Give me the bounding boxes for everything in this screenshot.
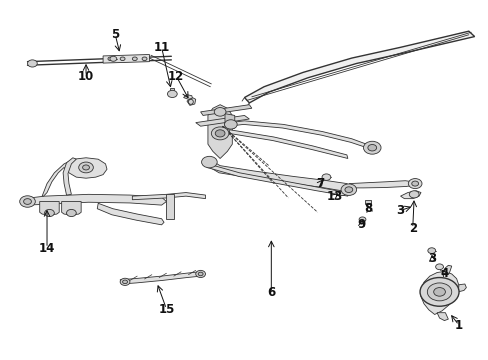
Polygon shape xyxy=(166,194,173,220)
Circle shape xyxy=(20,196,35,207)
Text: 7: 7 xyxy=(315,177,324,190)
Text: 4: 4 xyxy=(439,267,447,280)
Text: 3: 3 xyxy=(427,252,435,265)
Circle shape xyxy=(198,272,203,276)
Text: 9: 9 xyxy=(357,218,365,231)
Polygon shape xyxy=(441,265,451,273)
Polygon shape xyxy=(206,164,347,196)
Circle shape xyxy=(358,217,365,222)
Circle shape xyxy=(23,199,31,204)
Circle shape xyxy=(142,57,147,60)
Text: 10: 10 xyxy=(78,69,94,82)
Text: 2: 2 xyxy=(408,222,416,235)
Circle shape xyxy=(322,174,330,180)
Circle shape xyxy=(167,90,177,98)
Circle shape xyxy=(201,156,217,168)
Polygon shape xyxy=(61,202,81,215)
Circle shape xyxy=(211,127,228,140)
Circle shape xyxy=(120,57,125,60)
Circle shape xyxy=(79,162,93,173)
Polygon shape xyxy=(335,192,343,195)
Circle shape xyxy=(195,270,205,278)
Polygon shape xyxy=(63,158,76,195)
Polygon shape xyxy=(24,194,166,205)
Circle shape xyxy=(363,141,380,154)
Polygon shape xyxy=(457,284,466,292)
Polygon shape xyxy=(428,249,434,253)
Polygon shape xyxy=(183,95,192,99)
Polygon shape xyxy=(348,181,413,188)
Circle shape xyxy=(435,264,443,270)
Polygon shape xyxy=(228,130,347,158)
Text: 8: 8 xyxy=(364,202,372,215)
Text: 14: 14 xyxy=(39,242,55,255)
Circle shape xyxy=(427,248,435,253)
Polygon shape xyxy=(132,193,205,200)
Text: 3: 3 xyxy=(396,204,404,217)
Circle shape xyxy=(110,56,117,61)
Circle shape xyxy=(122,280,127,284)
Polygon shape xyxy=(195,116,249,126)
Polygon shape xyxy=(224,114,234,130)
Polygon shape xyxy=(186,98,195,105)
Text: 11: 11 xyxy=(153,41,169,54)
Polygon shape xyxy=(244,31,474,103)
Circle shape xyxy=(215,130,224,137)
Circle shape xyxy=(66,210,76,217)
Circle shape xyxy=(433,288,445,296)
Polygon shape xyxy=(170,88,174,92)
Polygon shape xyxy=(207,105,232,158)
Polygon shape xyxy=(97,203,163,225)
Polygon shape xyxy=(228,121,371,149)
Polygon shape xyxy=(420,271,458,315)
Circle shape xyxy=(427,283,451,301)
Circle shape xyxy=(44,210,54,217)
Text: 1: 1 xyxy=(454,319,462,332)
Polygon shape xyxy=(120,271,204,284)
Circle shape xyxy=(214,108,225,116)
Polygon shape xyxy=(206,158,351,192)
Polygon shape xyxy=(200,105,251,116)
Circle shape xyxy=(340,184,356,195)
Text: 15: 15 xyxy=(158,303,174,316)
Circle shape xyxy=(367,144,376,151)
Circle shape xyxy=(27,60,37,67)
Circle shape xyxy=(82,165,89,170)
Polygon shape xyxy=(400,191,420,199)
Circle shape xyxy=(411,181,418,186)
Polygon shape xyxy=(365,201,370,204)
Text: 5: 5 xyxy=(111,28,119,41)
Circle shape xyxy=(344,187,352,193)
Circle shape xyxy=(120,278,130,285)
Circle shape xyxy=(224,120,237,129)
Polygon shape xyxy=(42,158,107,196)
Circle shape xyxy=(108,57,113,60)
Text: 12: 12 xyxy=(168,69,184,82)
Text: 6: 6 xyxy=(266,287,275,300)
Circle shape xyxy=(419,278,458,306)
Circle shape xyxy=(132,57,137,60)
Polygon shape xyxy=(40,202,59,215)
Polygon shape xyxy=(103,54,149,63)
Text: 13: 13 xyxy=(326,190,342,203)
Polygon shape xyxy=(436,313,447,320)
Circle shape xyxy=(407,179,421,189)
Circle shape xyxy=(408,191,418,198)
